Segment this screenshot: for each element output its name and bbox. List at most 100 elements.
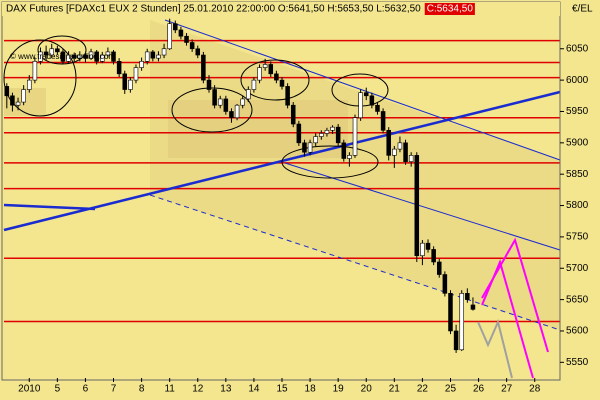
candle-body (307, 142, 313, 153)
candle-body (83, 54, 88, 59)
candle-body (150, 51, 156, 59)
candle-body (178, 29, 184, 37)
candle-body (240, 98, 245, 106)
channel-line (164, 19, 561, 161)
candle-body (10, 95, 15, 106)
x-tick-label: 21 (389, 384, 401, 395)
candle-body (21, 89, 26, 103)
candle-body (408, 155, 414, 162)
watermark: © www.tradesignalonline.com (10, 52, 115, 61)
y-tick-label: 5600 (566, 326, 589, 337)
y-tick-label: 5550 (566, 357, 589, 368)
pattern-ellipse (281, 145, 379, 179)
unit-label: €/EL (572, 4, 593, 15)
candle-body (66, 54, 71, 62)
candle-body (212, 89, 217, 106)
y-tick-label: 5950 (566, 106, 589, 117)
candle-body (167, 23, 172, 50)
candles (4, 18, 476, 353)
candle-body (94, 51, 99, 62)
candle-body (341, 142, 347, 159)
candle-body (116, 61, 122, 75)
candle-body (60, 51, 66, 62)
chart-title: DAX Futures [FDAXc1 EUX 2 Stunden] 25.01… (6, 4, 421, 15)
candle-body (229, 111, 234, 119)
x-tick-label: 26 (473, 384, 485, 395)
x-tick-label: 8 (139, 384, 145, 395)
candle-body (442, 274, 448, 294)
channel-shade (150, 20, 560, 330)
candle-body (459, 293, 464, 351)
candle-body (386, 129, 391, 156)
y-tick-label: 5750 (566, 232, 589, 243)
last-box (424, 3, 475, 15)
candle-body (144, 51, 150, 62)
candle-body (448, 293, 453, 332)
candle-body (55, 48, 60, 53)
y-tick-label: 6000 (566, 75, 589, 86)
candle-body (414, 155, 420, 257)
x-tick-label: 27 (501, 384, 513, 395)
shade (168, 100, 348, 158)
candle-body (88, 51, 94, 59)
candle-body (436, 261, 442, 275)
candle-body (100, 54, 105, 62)
candle-body (133, 67, 139, 81)
candle-body (139, 61, 144, 68)
candle-body (15, 101, 21, 106)
trend-line (3, 203, 96, 211)
candle-body (189, 42, 195, 50)
pattern-ellipse (3, 39, 77, 117)
y-tick-label: 5650 (566, 294, 589, 305)
x-tick-label: 2010 (18, 384, 41, 395)
candle-body (347, 155, 352, 159)
candle-body (195, 48, 201, 56)
x-tick-label: 11 (164, 384, 175, 395)
pattern-ellipse (171, 87, 253, 133)
projection (477, 318, 513, 379)
y-tick-label: 5850 (566, 169, 589, 180)
candle-body (420, 242, 425, 257)
annotations (3, 19, 561, 379)
candle-body (184, 35, 189, 43)
x-tick-label: 28 (529, 384, 541, 395)
y-tick-label: 5800 (566, 200, 589, 211)
candle-body (319, 133, 324, 137)
pattern-ellipse (240, 59, 310, 101)
candle-body (77, 54, 83, 59)
x-tick-label: 18 (305, 384, 317, 395)
candle-body (313, 136, 318, 144)
candle-body (425, 242, 431, 250)
candle-body (363, 92, 369, 97)
candle-body (274, 73, 279, 81)
x-tick-label: 5 (55, 384, 61, 395)
candle-body (392, 148, 397, 156)
candle-body (122, 73, 128, 90)
candle-body (128, 79, 133, 90)
candle-body (206, 79, 212, 90)
candle-body (335, 126, 341, 144)
candle-body (302, 142, 307, 153)
candle-body (403, 142, 408, 162)
candle-body (105, 51, 111, 56)
y-tick-label: 5900 (566, 137, 589, 148)
candle-body (290, 104, 296, 125)
candle-body (217, 98, 223, 106)
candle-body (375, 104, 380, 112)
candle-body (380, 111, 386, 131)
y-tick-label: 5700 (566, 263, 589, 274)
candle-body (285, 86, 290, 106)
candle-body (201, 54, 206, 81)
candle-body (369, 95, 375, 106)
candle-body (49, 48, 55, 56)
candle-body (27, 79, 32, 90)
x-tick-label: 12 (192, 384, 204, 395)
candle-body (43, 51, 49, 56)
x-tick-label: 19 (333, 384, 345, 395)
x-tick-label: 13 (220, 384, 232, 395)
pattern-ellipse (37, 35, 87, 65)
candle-body (251, 79, 257, 90)
x-tick-label: 6 (83, 384, 89, 395)
x-tick-label: 14 (248, 384, 260, 395)
